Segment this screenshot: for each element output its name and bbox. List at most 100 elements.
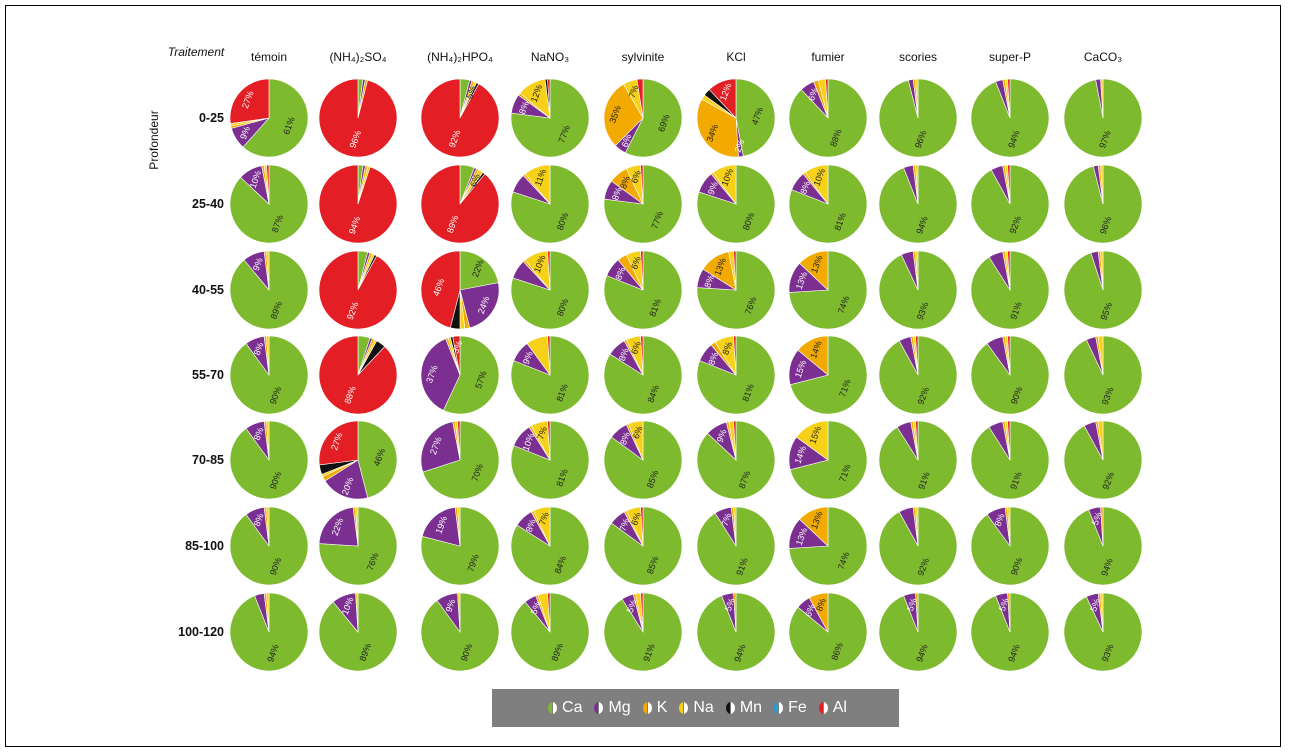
slice-ca: [735, 78, 776, 157]
data-label-mg: 8%: [252, 426, 266, 442]
slice-al: [640, 335, 644, 376]
slice-mg: [318, 506, 359, 547]
slice-k: [1007, 592, 1011, 633]
pie-55-70-te-moin: 90%8%: [229, 335, 309, 415]
pie-40-55-caco3: 95%: [1063, 250, 1143, 330]
legend: Ca Mg K Na Mn Fe Al: [492, 689, 899, 727]
slice-al: [420, 78, 500, 158]
slice-na: [266, 506, 270, 547]
legend-swatch-k: [642, 702, 652, 714]
row-label-0-25: 0-25: [199, 111, 224, 125]
slice-al: [640, 592, 644, 633]
slice-na: [266, 420, 270, 461]
pie-grid: 61%9%27%96% 92%5%77%8%12%69%6%35%7%47%2%3…: [229, 78, 1143, 672]
pie-40-55-nano3: 80%10%: [510, 250, 590, 330]
pie-40-55-scories: 93%: [878, 250, 958, 330]
data-label-na: 6%: [629, 255, 643, 271]
data-label-mg: 6%: [620, 133, 634, 149]
pie-70-85-sylvinite: 85%8%6%: [603, 420, 683, 500]
pie-40-55-nh4-2so4: 92%: [318, 250, 398, 330]
data-label-mg: 9%: [521, 350, 535, 366]
slice-na: [457, 506, 461, 547]
data-label-mg: 8%: [613, 266, 627, 282]
slice-na: [1007, 506, 1011, 547]
legend-swatch-fe: [774, 702, 784, 714]
data-label-mg: 5%: [1090, 511, 1104, 527]
pie-40-55-nh4-2hpo4: 22%24%46%: [420, 250, 500, 330]
pie-55-70-super-p: 90%: [970, 335, 1050, 415]
pie-0-25-kcl: 47%2%34%12%: [696, 78, 776, 158]
pie-100-120-nano3: 89%5%: [510, 592, 590, 672]
slice-al: [547, 78, 551, 119]
slice-mg: [459, 282, 500, 329]
pie-55-70-caco3: 93%: [1063, 335, 1143, 415]
legend-label-ca: Ca: [562, 699, 583, 716]
pie-25-40-fumier: 81%8%10%: [788, 164, 868, 244]
data-label-na: 7%: [537, 511, 551, 527]
pie-25-40-nano3: 80%11%: [510, 164, 590, 244]
legend-label-na: Na: [693, 699, 714, 716]
pie-55-70-nh4-2so4: 88%: [318, 335, 398, 415]
slice-al: [915, 335, 919, 376]
slice-na: [915, 78, 919, 119]
pie-25-40-caco3: 96%: [1063, 164, 1143, 244]
pie-55-70-nh4-2hpo4: 57%37%3%: [420, 335, 500, 415]
data-label-na: 7%: [535, 425, 549, 441]
data-label-mg: 9%: [706, 180, 720, 196]
pie-100-120-sylvinite: 91%5%: [603, 592, 683, 672]
slice-na: [524, 164, 551, 205]
slice-al: [547, 420, 551, 461]
slice-al: [733, 250, 737, 291]
slice-ca: [789, 420, 868, 500]
pie-40-55-te-moin: 89%9%: [229, 250, 309, 330]
data-label-mg: 6%: [806, 86, 820, 102]
data-label-mg: 9%: [251, 256, 265, 272]
pie-85-100-scories: 92%: [878, 506, 958, 586]
legend-swatch-ca: [548, 702, 558, 714]
slice-na: [1097, 335, 1104, 376]
pie-100-120-fumier: 86%6%8%: [788, 592, 868, 672]
slice-k: [808, 592, 829, 633]
pie-100-120-caco3: 93%5%: [1063, 592, 1143, 672]
slice-k: [799, 250, 829, 291]
slice-na: [733, 506, 737, 547]
pie-100-120-scories: 94%5%: [878, 592, 958, 672]
slice-al: [266, 164, 270, 205]
legend-label-mg: Mg: [608, 699, 631, 716]
data-label-mg: 5%: [529, 600, 543, 616]
data-label-mg: 5%: [723, 597, 737, 613]
pie-100-120-nh4-2so4: 89%10%: [318, 592, 398, 672]
data-label-mg: 2%: [733, 138, 747, 154]
slice-al: [457, 420, 461, 461]
pie-85-100-te-moin: 90%8%: [229, 506, 309, 586]
data-label-mg: 8%: [252, 512, 266, 528]
legend-swatch-al: [818, 702, 828, 714]
column-header-nh4-2so4: (NH₄)₂SO₄: [329, 50, 386, 64]
data-label-na: 6%: [631, 425, 645, 441]
legend-item-mg: Mg: [590, 699, 631, 717]
slice-al: [640, 506, 644, 547]
slice-al: [547, 250, 551, 291]
pie-25-40-super-p: 92%: [970, 164, 1050, 244]
legend-label-mn: Mn: [739, 699, 763, 716]
pie-0-25-fumier: 88%6%: [788, 78, 868, 158]
pie-55-70-scories: 92%: [878, 335, 958, 415]
slice-ca: [422, 420, 500, 500]
pie-55-70-nano3: 81%9%: [510, 335, 590, 415]
row-label-25-40: 25-40: [192, 197, 224, 211]
slice-mg: [324, 459, 369, 500]
column-header-caco3: CaCO₃: [1084, 50, 1122, 64]
data-label-al: 3%: [450, 339, 464, 355]
slice-ca: [357, 420, 398, 499]
data-label-mg: 5%: [1088, 597, 1102, 613]
column-header-scories: scories: [899, 50, 937, 64]
pie-70-85-nano3: 81%10% 7%: [510, 420, 590, 500]
pie-85-100-caco3: 94%5%: [1063, 506, 1143, 586]
data-label-mg: 5%: [905, 597, 919, 613]
pie-70-85-super-p: 91%: [970, 420, 1050, 500]
slice-k: [797, 335, 829, 376]
data-label-mg: 8%: [798, 180, 812, 196]
pie-55-70-sylvinite: 84%8%6%: [603, 335, 683, 415]
corner-label: Traitement: [168, 45, 225, 59]
legend-item-ca: Ca: [544, 699, 582, 717]
